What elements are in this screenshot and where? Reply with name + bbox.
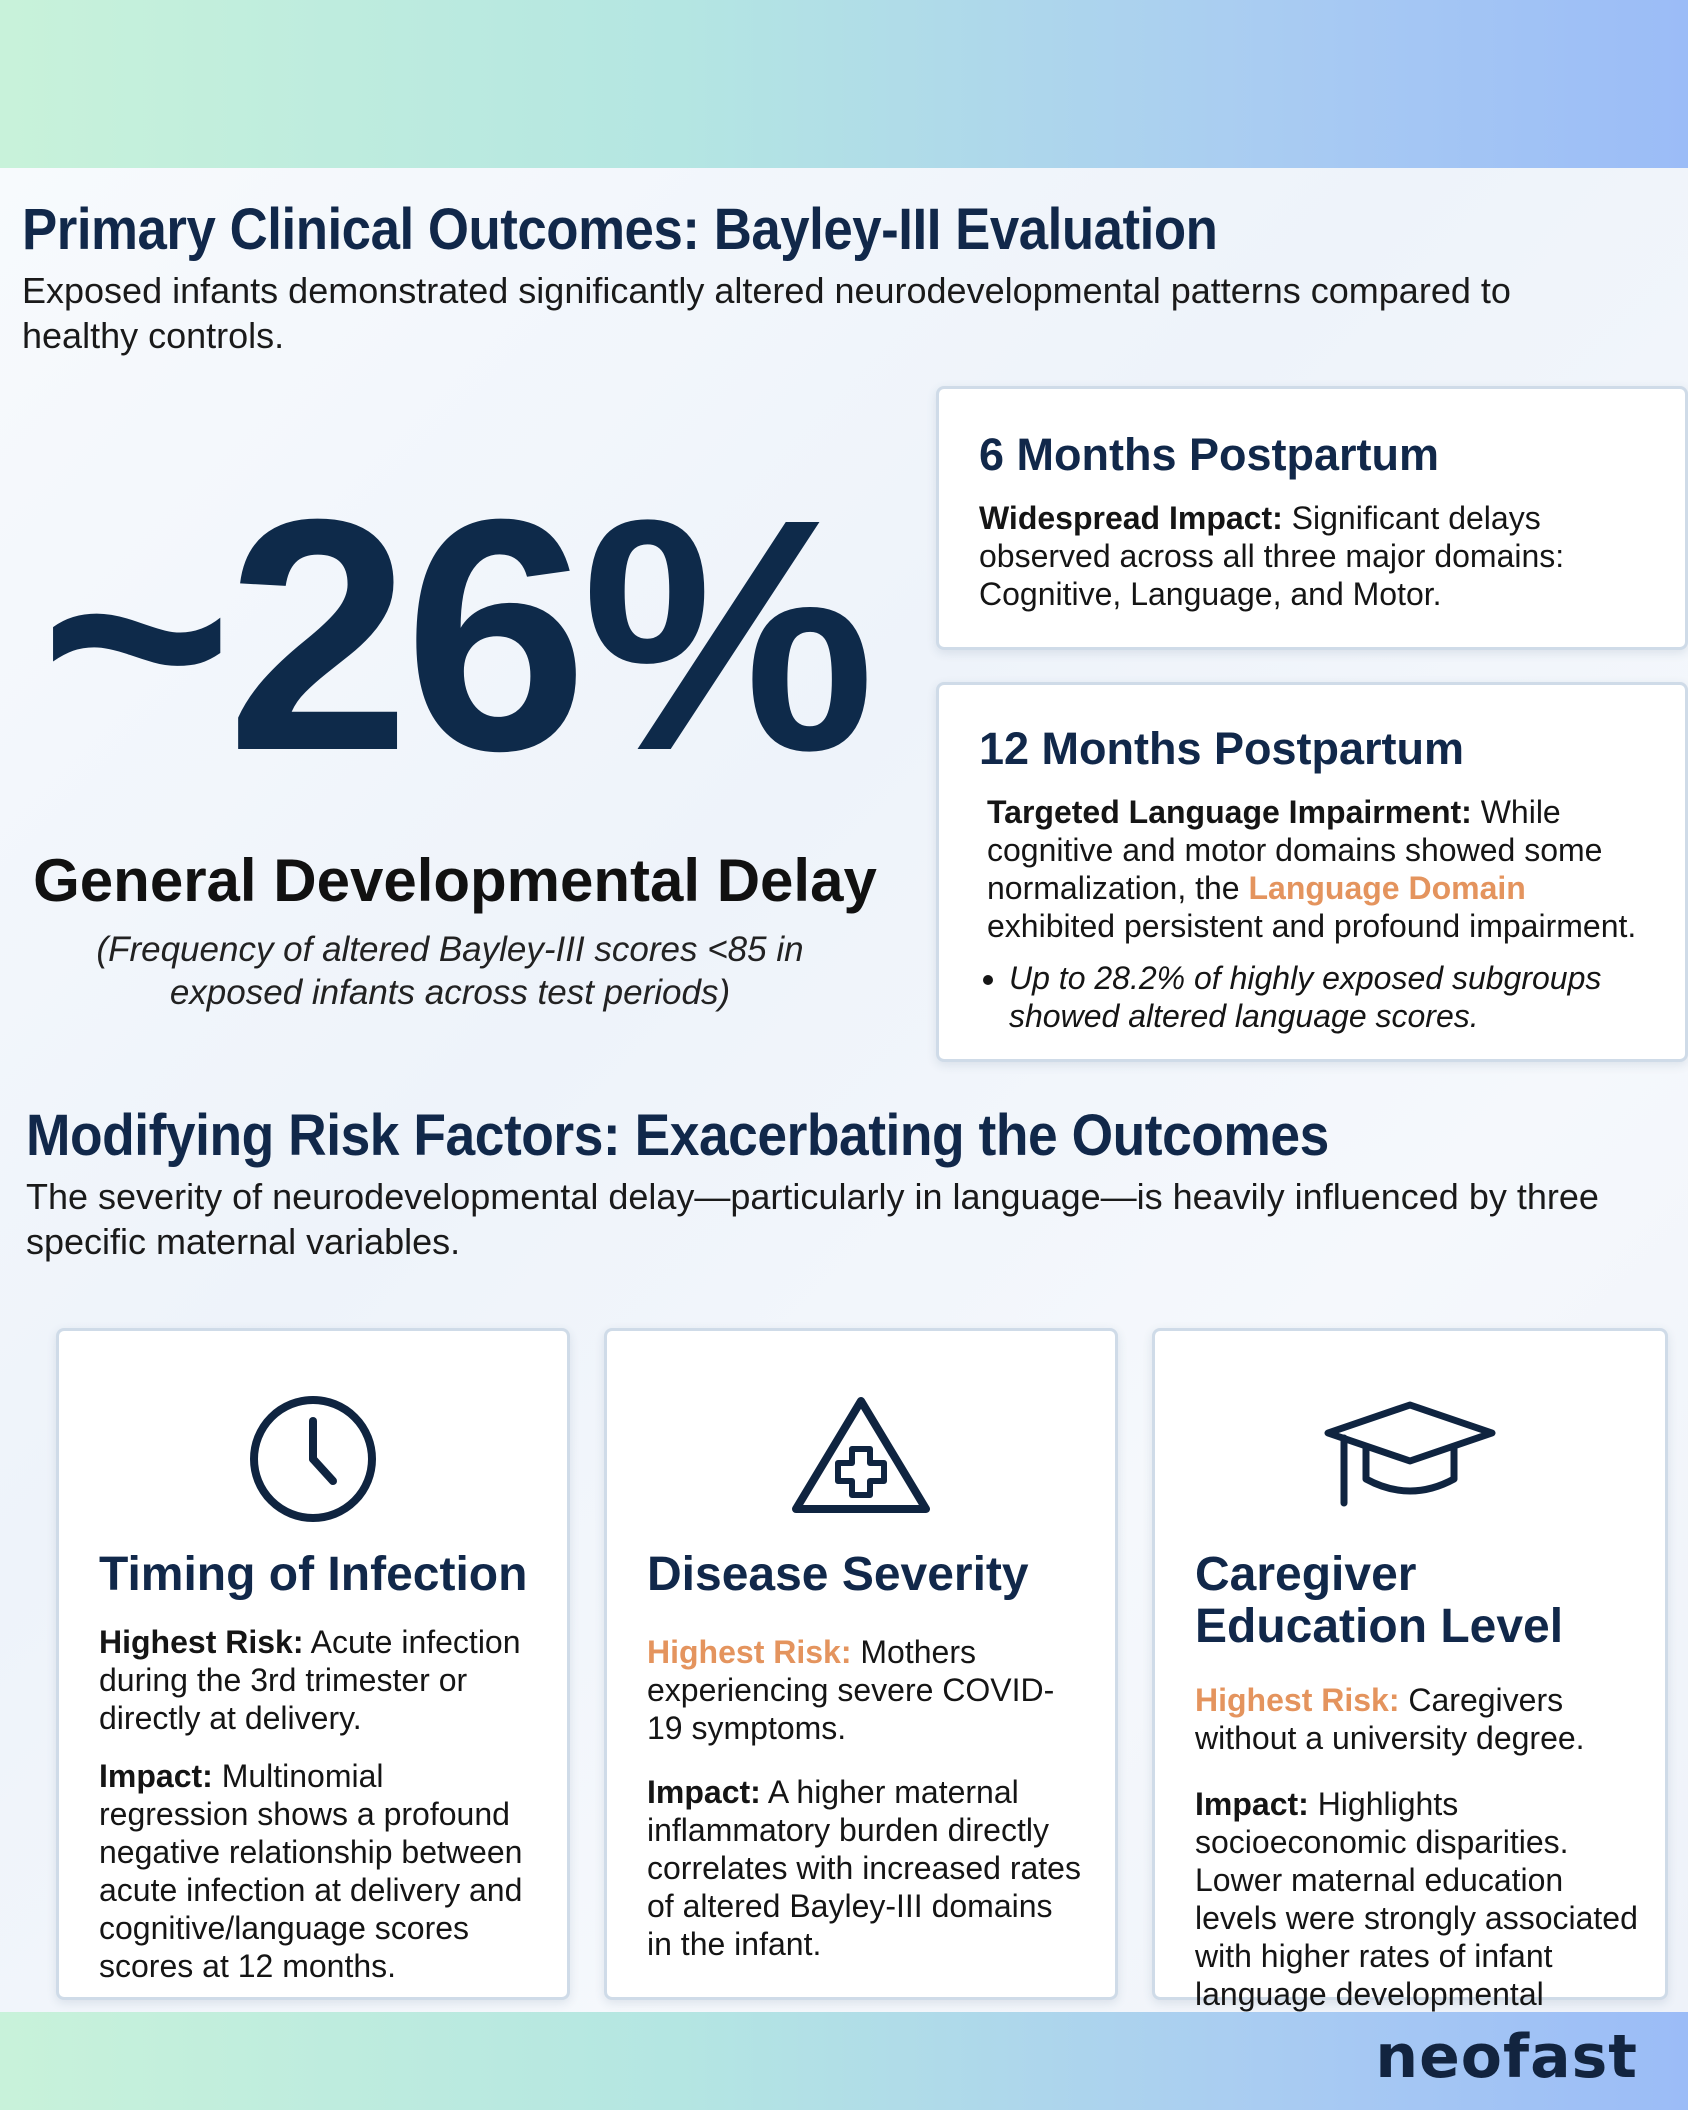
- factor-impact-severity: Impact: A higher maternal inflammatory b…: [647, 1773, 1085, 1963]
- twelve-months-title: 12 Months Postpartum: [979, 723, 1465, 774]
- factor-risk-education: Highest Risk: Caregivers without a unive…: [1195, 1681, 1641, 1757]
- factor-card-education: Caregiver Education Level Highest Risk: …: [1152, 1328, 1668, 2050]
- risk-text: Mothers experiencing severe COVID-19 sym…: [647, 1634, 1055, 1746]
- factor-title-education: Caregiver Education Level: [1195, 1548, 1564, 1653]
- six-months-body: Significant delays observed across all t…: [979, 500, 1565, 612]
- primary-outcomes-subtitle: Exposed infants demonstrated significant…: [22, 270, 1511, 356]
- impact-label: Impact:: [99, 1758, 213, 1794]
- top-gradient-band: [0, 0, 1688, 168]
- six-months-text: Widespread Impact: Significant delays ob…: [979, 499, 1649, 613]
- impact-text: Multinomial regression shows a profound …: [99, 1758, 523, 1984]
- factor-impact-timing: Impact: Multinomial regression shows a p…: [99, 1757, 537, 1985]
- graduation-cap-icon: [1324, 1401, 1496, 1507]
- neofast-logo: neofast: [1375, 2022, 1638, 2092]
- impact-text: Highlights socioeconomic disparities. Lo…: [1195, 1786, 1638, 2050]
- primary-outcomes-title: Primary Clinical Outcomes: Bayley-III Ev…: [22, 197, 1218, 262]
- impact-label: Impact:: [647, 1774, 761, 1810]
- delay-note: (Frequency of altered Bayley-III scores …: [96, 930, 804, 1012]
- language-subgroup-bullet: Up to 28.2% of highly exposed subgroups …: [1009, 959, 1661, 1035]
- language-domain-highlight: Language Domain: [1248, 870, 1526, 906]
- modifying-factors-title: Modifying Risk Factors: Exacerbating the…: [26, 1103, 1329, 1168]
- twelve-months-text: Targeted Language Impairment: While cogn…: [979, 793, 1661, 945]
- clock-icon: [250, 1396, 376, 1522]
- factor-card-severity: Disease Severity Highest Risk: Mothers e…: [604, 1328, 1118, 2000]
- factor-title-severity: Disease Severity: [647, 1548, 1029, 1601]
- twelve-months-lead: Targeted Language Impairment:: [987, 794, 1472, 830]
- risk-label: Highest Risk:: [99, 1624, 304, 1660]
- impact-text: A higher maternal inflammatory burden di…: [647, 1774, 1081, 1962]
- risk-label: Highest Risk:: [647, 1634, 852, 1670]
- risk-text: Caregivers without a university degree.: [1195, 1682, 1585, 1756]
- six-months-lead: Widespread Impact:: [979, 500, 1283, 536]
- six-months-title: 6 Months Postpartum: [979, 429, 1440, 480]
- bottom-gradient-band: [0, 2012, 1688, 2110]
- twelve-months-card: 12 Months Postpartum Targeted Language I…: [936, 682, 1688, 1062]
- risk-text: Acute infection during the 3rd trimester…: [99, 1624, 521, 1736]
- factor-risk-severity: Highest Risk: Mothers experiencing sever…: [647, 1633, 1085, 1747]
- twelve-months-bullets: Up to 28.2% of highly exposed subgroups …: [979, 959, 1661, 1035]
- twelve-months-body-start: While cognitive and motor domains showed…: [987, 794, 1603, 906]
- medical-warning-icon: [792, 1397, 930, 1513]
- impact-label: Impact:: [1195, 1786, 1309, 1822]
- modifying-factors-subtitle: The severity of neurodevelopmental delay…: [26, 1176, 1599, 1262]
- twelve-months-body-end: exhibited persistent and profound impair…: [987, 908, 1637, 944]
- delay-percentage: ~26%: [40, 450, 875, 819]
- factor-risk-timing: Highest Risk: Acute infection during the…: [99, 1623, 537, 1737]
- delay-label: General Developmental Delay: [33, 847, 877, 914]
- risk-label: Highest Risk:: [1195, 1682, 1400, 1718]
- factor-card-timing: Timing of Infection Highest Risk: Acute …: [56, 1328, 570, 2000]
- factor-title-timing: Timing of Infection: [99, 1548, 528, 1601]
- six-months-card: 6 Months Postpartum Widespread Impact: S…: [936, 386, 1688, 650]
